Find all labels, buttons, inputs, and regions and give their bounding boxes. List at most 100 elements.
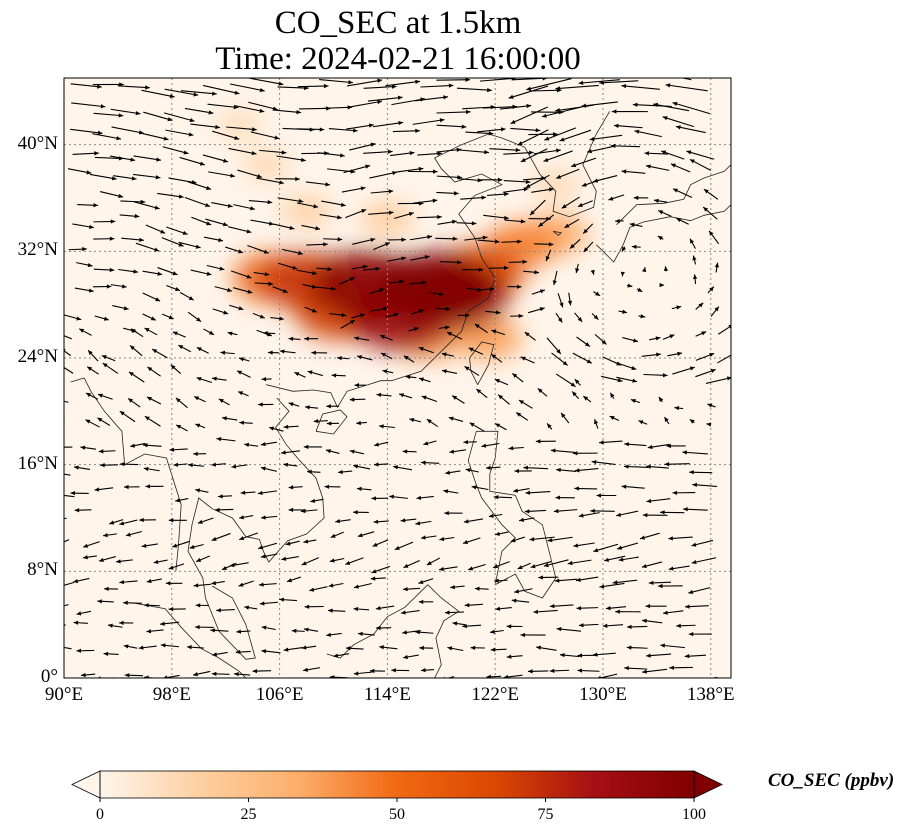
wind-arrow <box>142 292 161 302</box>
wind-arrow <box>123 600 142 605</box>
wind-arrow <box>439 260 462 265</box>
wind-arrow <box>451 395 465 404</box>
wind-arrow <box>175 424 188 432</box>
colorbar-gradient <box>100 771 694 798</box>
wind-arrow <box>476 127 506 133</box>
wind-arrow <box>430 291 444 297</box>
wind-arrow <box>402 630 421 635</box>
wind-arrow <box>202 84 240 95</box>
wind-arrow <box>302 283 317 289</box>
wind-arrow <box>410 309 425 315</box>
coastline-segment <box>266 111 611 409</box>
wind-arrow <box>706 422 712 427</box>
wind-arrow <box>283 647 303 652</box>
wind-arrow <box>206 264 225 271</box>
wind-arrow <box>494 578 508 583</box>
wind-arrow <box>524 331 536 341</box>
wind-arrow <box>645 164 670 171</box>
wind-arrow <box>561 196 580 209</box>
wind-arrow <box>147 366 161 377</box>
wind-arrow <box>128 371 145 383</box>
wind-arrow <box>239 515 254 520</box>
wind-arrow <box>87 349 99 362</box>
wind-arrow <box>495 606 512 611</box>
wind-arrow <box>413 198 438 204</box>
wind-arrow <box>662 116 695 128</box>
wind-arrow <box>426 418 439 428</box>
wind-arrow <box>305 181 331 187</box>
wind-arrow <box>621 169 646 174</box>
wind-arrow <box>373 462 389 467</box>
wind-arrow <box>692 255 697 265</box>
wind-arrow <box>533 609 558 614</box>
wind-arrow <box>301 224 321 231</box>
wind-arrow <box>436 109 471 115</box>
wind-arrow <box>556 626 582 632</box>
wind-arrow <box>363 149 393 154</box>
wind-arrow <box>586 145 614 154</box>
wind-arrow <box>77 203 99 208</box>
wind-arrow <box>349 142 376 151</box>
wind-arrow <box>64 473 71 476</box>
wind-arrow <box>417 151 443 156</box>
wind-arrow <box>385 312 399 318</box>
wind-arrow <box>662 610 684 615</box>
wind-arrow <box>190 123 221 130</box>
wind-arrow <box>420 535 437 540</box>
wind-arrow <box>252 312 266 319</box>
wind-arrow <box>192 670 211 677</box>
wind-arrow <box>73 577 90 584</box>
wind-arrow <box>300 508 318 514</box>
wind-arrow <box>642 668 668 674</box>
wind-arrow <box>161 237 184 247</box>
wind-arrow <box>276 155 306 163</box>
wind-arrow <box>168 518 187 523</box>
wind-arrow <box>160 621 180 626</box>
wind-arrow <box>370 576 386 581</box>
wind-arrow <box>164 88 199 97</box>
wind-arrow <box>193 396 206 403</box>
wind-arrow <box>577 200 593 208</box>
wind-arrow <box>372 539 388 547</box>
wind-arrow <box>259 601 279 606</box>
wind-arrow <box>252 668 272 674</box>
wind-arrow <box>450 584 465 590</box>
wind-arrow <box>279 597 297 602</box>
wind-arrow <box>416 214 442 220</box>
wind-arrow <box>464 603 483 608</box>
wind-arrow <box>372 120 404 128</box>
wind-arrow <box>559 653 580 658</box>
wind-arrow <box>531 289 546 295</box>
wind-arrow <box>180 90 217 96</box>
wind-arrow <box>511 372 524 383</box>
wind-arrow <box>297 83 329 89</box>
wind-arrow <box>582 223 594 234</box>
lon-tick-label: 130°E <box>579 684 627 705</box>
wind-arrow <box>268 426 284 432</box>
wind-arrow <box>233 204 256 211</box>
wind-arrow <box>488 513 503 518</box>
wind-arrow <box>485 310 501 315</box>
wind-arrow <box>323 237 343 242</box>
wind-arrow <box>195 423 206 429</box>
gridlines <box>64 78 731 678</box>
wind-arrow <box>474 323 488 334</box>
wind-arrow <box>705 376 731 384</box>
wind-arrow <box>97 417 111 426</box>
wind-arrow <box>708 230 720 245</box>
wind-arrow <box>124 484 140 490</box>
wind-arrow <box>281 556 299 561</box>
wind-arrow <box>356 486 372 492</box>
wind-arrow <box>499 103 532 110</box>
wind-arrow <box>630 398 641 404</box>
wind-arrow <box>589 134 623 142</box>
lon-tick-label: 122°E <box>471 684 520 705</box>
wind-arrow <box>141 89 175 99</box>
wind-arrow <box>112 305 129 311</box>
wind-arrow <box>346 123 374 130</box>
wind-arrow <box>616 542 639 550</box>
wind-arrow <box>244 442 259 447</box>
coastline-segment <box>135 602 247 678</box>
wind-arrow <box>184 107 214 115</box>
wind-arrow <box>331 373 346 378</box>
